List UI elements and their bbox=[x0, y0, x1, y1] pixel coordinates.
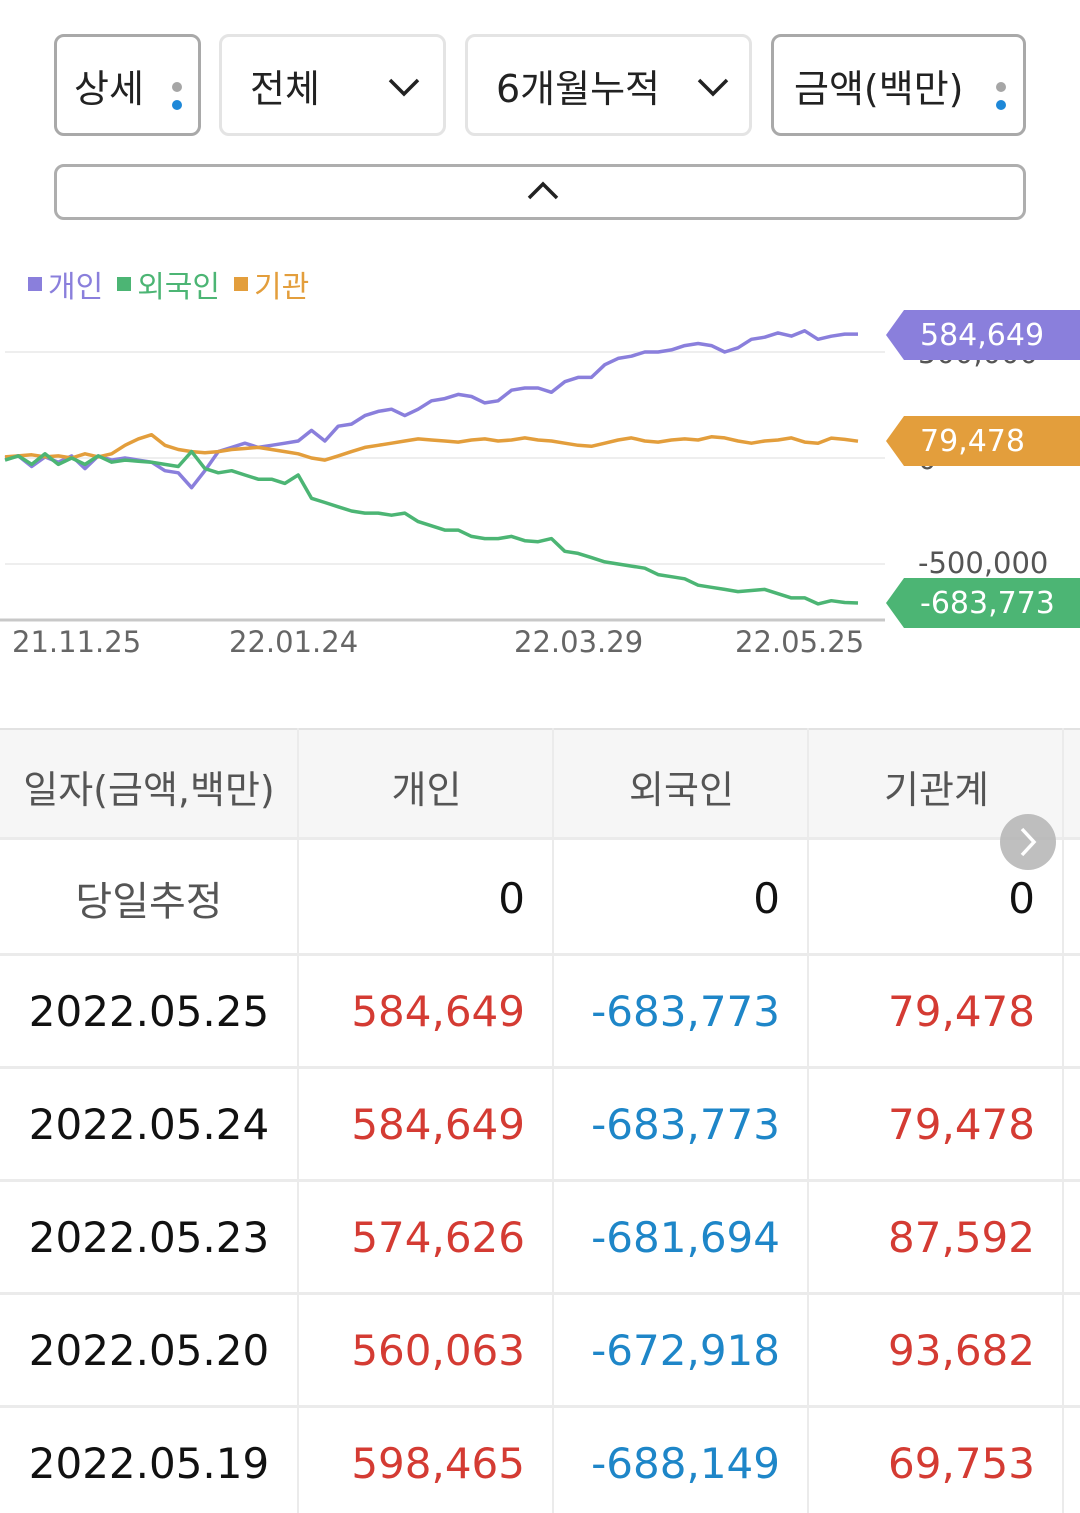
foreign-cell: 0 bbox=[753, 873, 780, 923]
series-line-individual bbox=[4, 329, 858, 490]
scope-label: 전체 bbox=[250, 66, 320, 111]
chevron-down-icon bbox=[388, 78, 420, 97]
header-institution: 기관계 bbox=[884, 767, 989, 812]
individual-cell: 584,649 bbox=[351, 986, 525, 1036]
date-cell: 당일추정 bbox=[75, 879, 223, 925]
legend-swatch bbox=[117, 277, 132, 291]
institution-cell: 87,592 bbox=[888, 1212, 1035, 1262]
chevron-up-icon bbox=[527, 181, 559, 200]
table-row: 당일추정 0 0 0 bbox=[0, 843, 1080, 956]
more-vertical-icon bbox=[996, 82, 1006, 112]
chevron-down-icon bbox=[697, 78, 729, 97]
chevron-right-icon bbox=[1020, 827, 1037, 857]
x-tick-label: 22.01.24 bbox=[229, 625, 359, 659]
legend-label: 개인 bbox=[48, 270, 104, 305]
institution-cell: 0 bbox=[1008, 873, 1035, 923]
series-line-institution bbox=[4, 432, 859, 462]
unit-label: 금액(백만) bbox=[794, 66, 964, 111]
column-divider bbox=[1062, 728, 1064, 1513]
header-foreign: 외국인 bbox=[629, 767, 734, 812]
more-vertical-icon bbox=[172, 82, 182, 112]
end-value-flag-foreign: -683,773 bbox=[886, 578, 1080, 628]
collapse-toggle-button[interactable] bbox=[54, 164, 1026, 220]
detail-menu-button[interactable]: 상세 bbox=[54, 34, 201, 136]
foreign-cell: -683,773 bbox=[591, 986, 780, 1036]
period-label: 6개월누적 bbox=[496, 66, 661, 111]
column-divider bbox=[552, 728, 554, 1513]
foreign-cell: -672,918 bbox=[591, 1325, 780, 1375]
detail-label: 상세 bbox=[74, 66, 144, 111]
date-cell: 2022.05.23 bbox=[28, 1212, 270, 1262]
institution-cell: 69,753 bbox=[888, 1438, 1035, 1488]
header-date: 일자(금액,백만) bbox=[23, 767, 275, 812]
date-cell: 2022.05.19 bbox=[28, 1438, 270, 1488]
series-line-foreign bbox=[4, 449, 859, 606]
individual-cell: 560,063 bbox=[351, 1325, 525, 1375]
column-divider bbox=[297, 728, 299, 1513]
period-dropdown[interactable]: 6개월누적 bbox=[465, 34, 752, 136]
table-scroll-right-button[interactable] bbox=[1000, 814, 1056, 870]
chart-plot-area bbox=[0, 329, 885, 622]
end-value-flag-institution: 79,478 bbox=[886, 416, 1080, 466]
table-row: 2022.05.24 584,649 -683,773 79,478 bbox=[0, 1069, 1080, 1182]
end-value-flag-individual: 584,649 bbox=[886, 310, 1080, 360]
x-tick-label: 21.11.25 bbox=[12, 625, 142, 659]
x-tick-label: 22.05.25 bbox=[735, 625, 865, 659]
chart-legend: 개인 외국인 기관 bbox=[28, 262, 309, 306]
scope-dropdown[interactable]: 전체 bbox=[219, 34, 446, 136]
table-row: 2022.05.20 560,063 -672,918 93,682 bbox=[0, 1295, 1080, 1408]
end-value: -683,773 bbox=[920, 585, 1055, 621]
institution-cell: 79,478 bbox=[888, 986, 1035, 1036]
y-tick-label: -500,000 bbox=[918, 546, 1049, 580]
foreign-cell: -683,773 bbox=[591, 1099, 780, 1149]
legend-item-foreign[interactable]: 외국인 bbox=[117, 262, 220, 306]
table-row: 2022.05.23 574,626 -681,694 87,592 bbox=[0, 1182, 1080, 1295]
individual-cell: 574,626 bbox=[351, 1212, 525, 1262]
date-cell: 2022.05.25 bbox=[28, 986, 270, 1036]
legend-item-institution[interactable]: 기관 bbox=[234, 262, 309, 306]
table-row: 2022.05.19 598,465 -688,149 69,753 bbox=[0, 1408, 1080, 1513]
foreign-cell: -681,694 bbox=[591, 1212, 780, 1262]
legend-swatch bbox=[234, 277, 249, 291]
table-row: 2022.05.25 584,649 -683,773 79,478 bbox=[0, 956, 1080, 1069]
x-tick-label: 22.03.29 bbox=[514, 625, 644, 659]
end-value: 584,649 bbox=[920, 317, 1045, 353]
legend-item-individual[interactable]: 개인 bbox=[28, 262, 103, 306]
header-individual: 개인 bbox=[391, 767, 462, 812]
individual-cell: 0 bbox=[498, 873, 525, 923]
institution-cell: 93,682 bbox=[888, 1325, 1035, 1375]
investor-line-chart: 500,000 0 -500,000 584,649 79,478 -683,7… bbox=[0, 300, 1080, 680]
column-divider bbox=[807, 728, 809, 1513]
legend-swatch bbox=[28, 277, 42, 291]
legend-label: 외국인 bbox=[137, 270, 221, 305]
unit-menu-button[interactable]: 금액(백만) bbox=[771, 34, 1026, 136]
individual-cell: 598,465 bbox=[351, 1438, 525, 1488]
institution-cell: 79,478 bbox=[888, 1099, 1035, 1149]
filter-bar: 상세 전체 6개월누적 금액(백만) bbox=[54, 34, 1026, 136]
end-value: 79,478 bbox=[920, 423, 1025, 459]
table-header: 일자(금액,백만) 개인 외국인 기관계 bbox=[0, 728, 1080, 840]
foreign-cell: -688,149 bbox=[591, 1438, 780, 1488]
legend-label: 기관 bbox=[254, 270, 310, 305]
individual-cell: 584,649 bbox=[351, 1099, 525, 1149]
date-cell: 2022.05.20 bbox=[28, 1325, 270, 1375]
date-cell: 2022.05.24 bbox=[28, 1099, 270, 1149]
